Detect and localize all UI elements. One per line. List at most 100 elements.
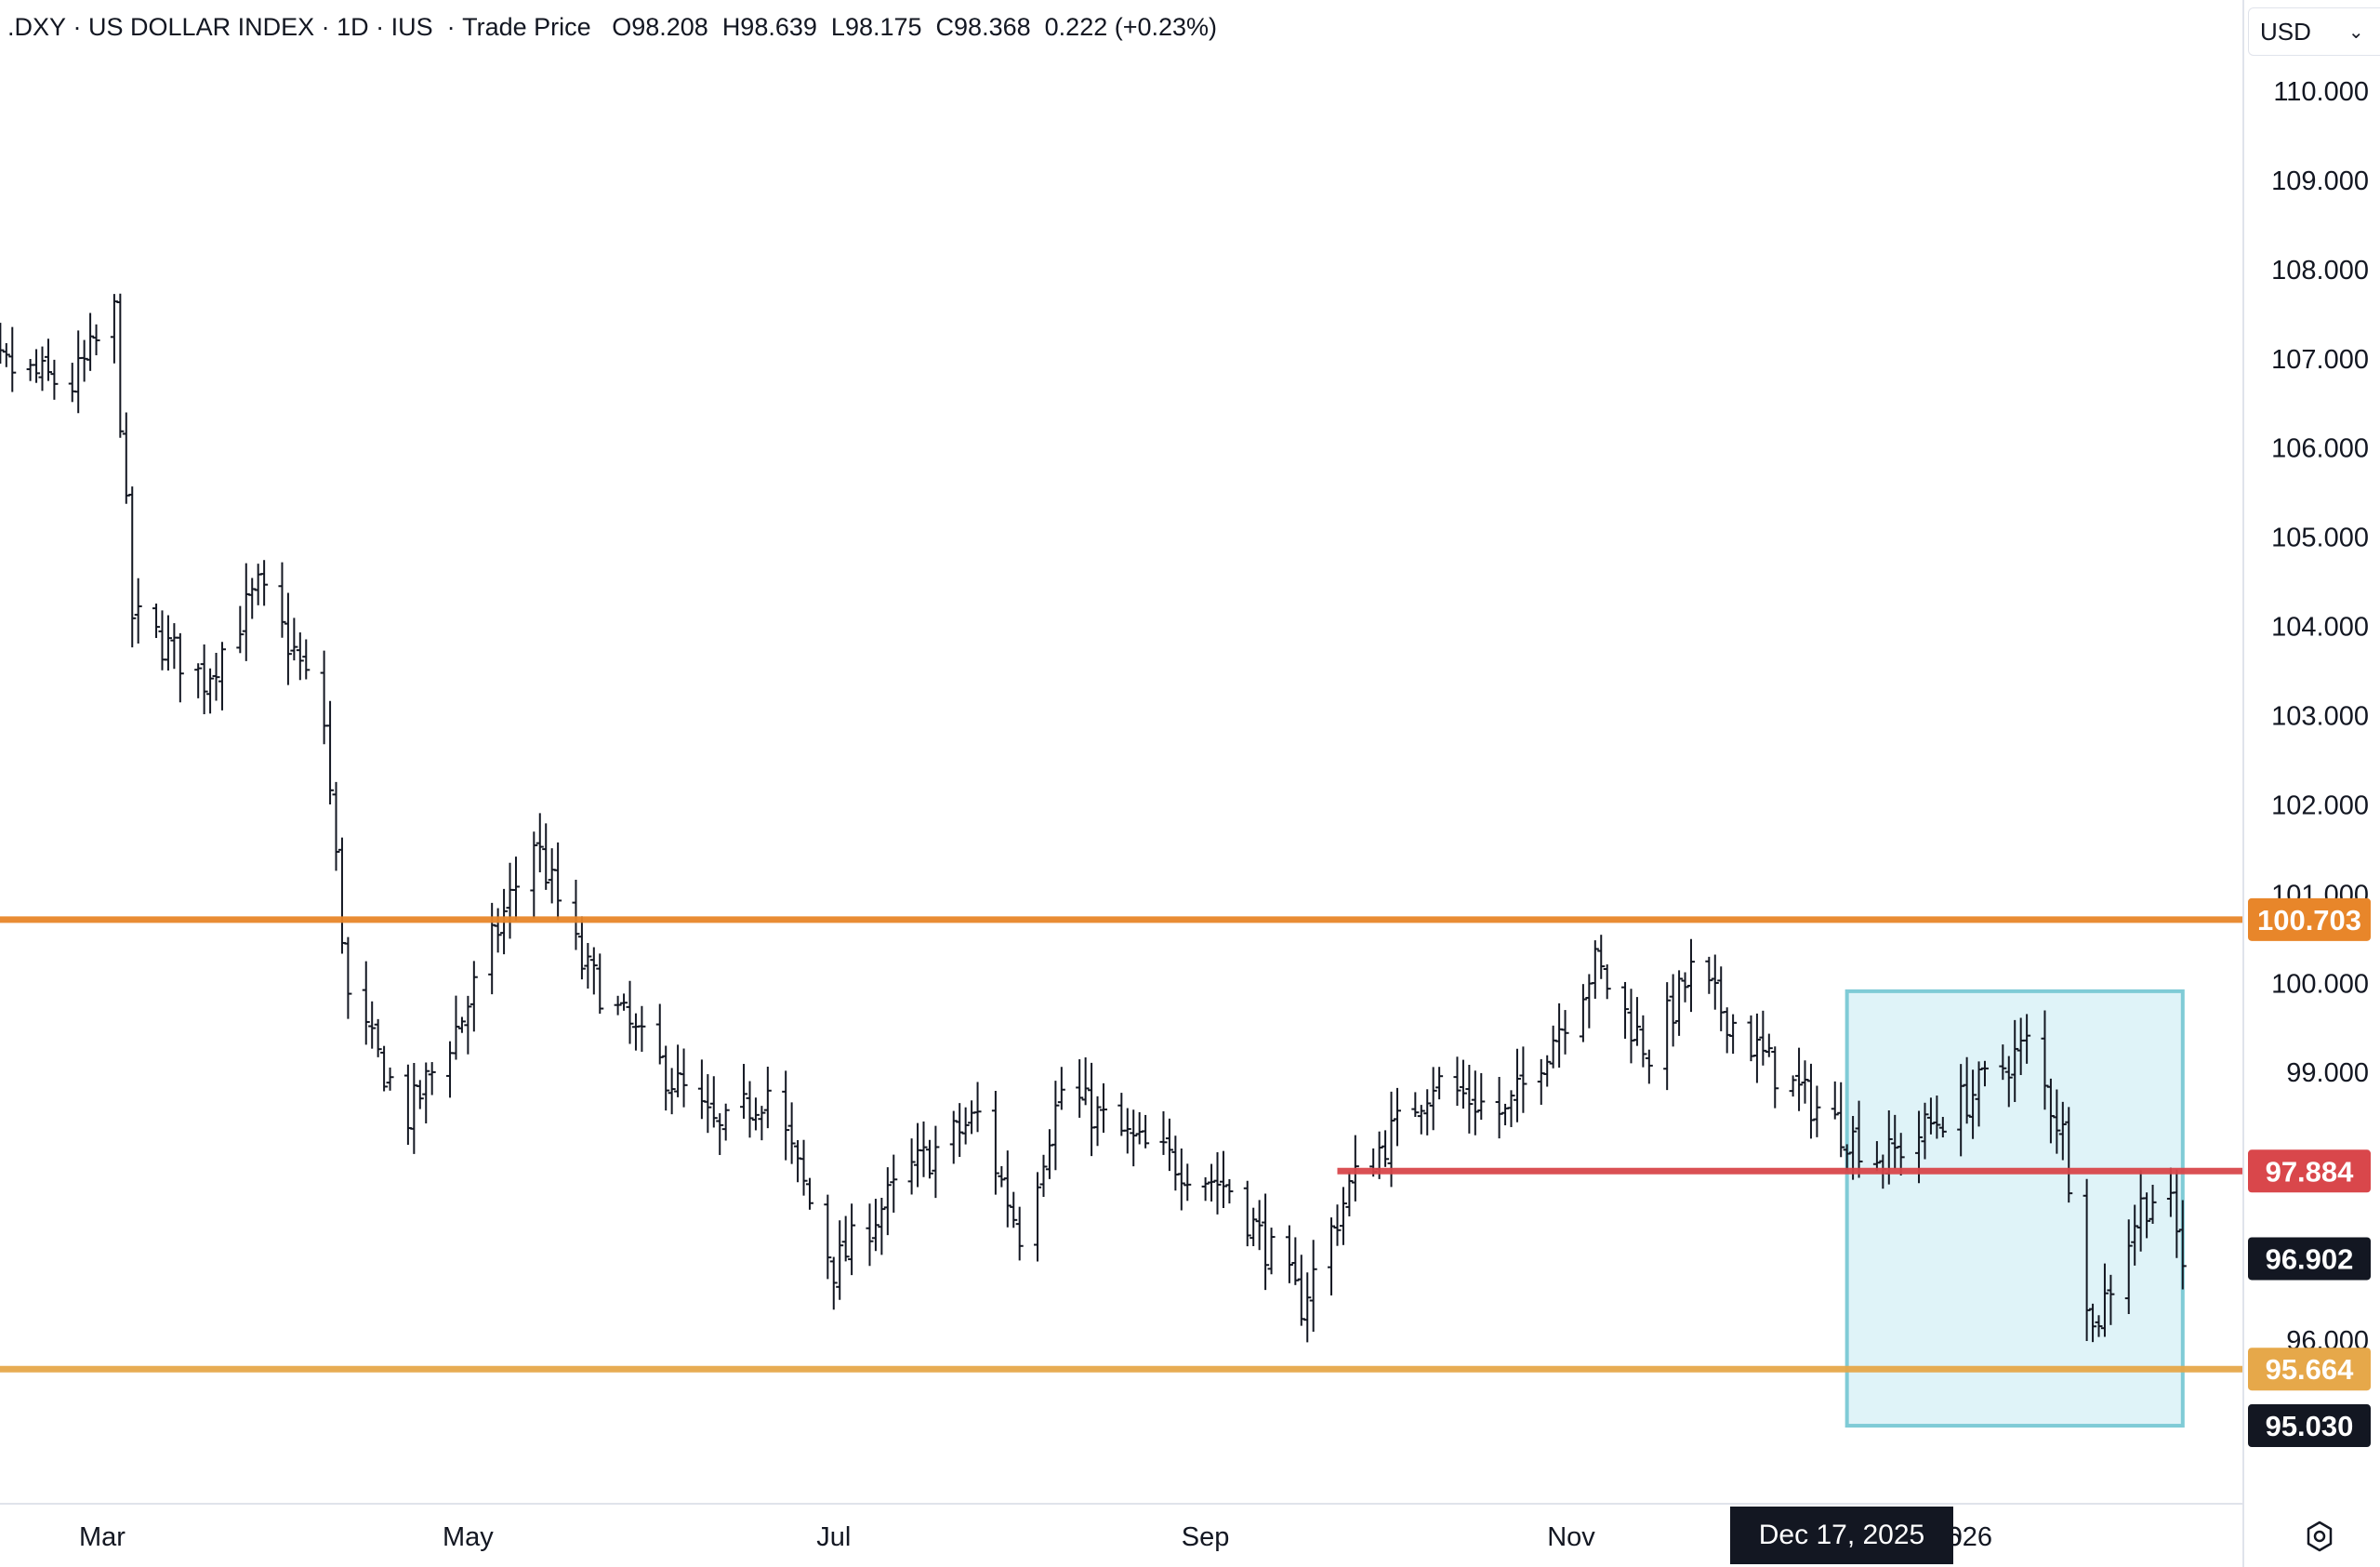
ohlc-bar	[422, 1062, 430, 1124]
ohlc-bar	[68, 363, 76, 403]
ohlc-bar	[1159, 1110, 1168, 1155]
ohlc-bar	[2082, 1178, 2091, 1342]
ohlc-bar	[697, 1059, 706, 1120]
ohlc-bar	[511, 857, 520, 921]
ohlc-bar	[290, 618, 298, 661]
ohlc-bar	[655, 1003, 664, 1065]
ohlc-bar	[596, 953, 604, 1014]
price-tag-bg	[2248, 1149, 2371, 1193]
price-tag-bg	[2248, 1404, 2371, 1448]
ohlc-bar	[1729, 1014, 1738, 1055]
ohlc-bar	[1813, 1085, 1821, 1137]
symbol-name: US DOLLAR INDEX	[88, 13, 315, 41]
ohlc-bar	[1051, 1081, 1060, 1171]
ohlc-bar	[1621, 981, 1630, 1039]
ohlc-bar	[194, 663, 203, 698]
ohlc-bar	[1747, 1015, 1755, 1062]
price-tag-label: 100.703	[2257, 904, 2361, 936]
ohlc-bar	[2107, 1274, 2115, 1325]
ohlc-bar	[1130, 1109, 1138, 1167]
ohlc-bar	[1213, 1152, 1222, 1215]
ohlc-bar	[1435, 1067, 1444, 1100]
ohlc-bar	[751, 1097, 760, 1131]
x-tick-label: Nov	[1547, 1522, 1595, 1552]
exchange-label: IUS	[390, 13, 433, 41]
price-tag-1: 96.902	[2248, 1237, 2371, 1281]
ohlc-bar	[1543, 1055, 1552, 1087]
ohlc-bar	[2058, 1101, 2067, 1161]
legend-gap	[1031, 13, 1045, 42]
ohlc-bar	[218, 642, 226, 710]
ohlc-bar	[362, 961, 370, 1045]
ohlc-bar	[746, 1081, 754, 1138]
ohlc-bar	[2065, 1107, 2073, 1203]
ohlc-bar	[866, 1203, 874, 1267]
horizontal-levels[interactable]	[0, 916, 2243, 1373]
ohlc-bar	[1303, 1272, 1312, 1343]
ohlc-bar	[1135, 1111, 1144, 1145]
ohlc-bar	[2124, 1219, 2133, 1314]
ohlc-bar	[1752, 1013, 1761, 1083]
legend-separator: ·	[314, 13, 337, 41]
legend-gap	[708, 13, 722, 42]
symbol-legend[interactable]: .DXY · US DOLLAR INDEX · 1D · IUS · Trad…	[7, 13, 1217, 42]
ohlc-bar	[1423, 1089, 1432, 1135]
ohlc-bar	[2131, 1204, 2139, 1266]
gear-icon[interactable]	[2301, 1518, 2338, 1555]
price-tag-bg	[2248, 1348, 2371, 1391]
ohlc-bar	[1339, 1187, 1347, 1245]
ohlc-bar	[1675, 970, 1684, 1036]
y-tick-label: 107.000	[2271, 345, 2369, 375]
ohlc-bar	[386, 1067, 394, 1091]
ohlc-bar	[1831, 1081, 1839, 1120]
ohlc-bar	[956, 1103, 964, 1158]
ohlc-bar	[326, 700, 335, 805]
ohlc-bar	[1938, 1117, 1947, 1138]
y-tick-label: 99.000	[2286, 1058, 2369, 1088]
ohlc-bar	[763, 1067, 772, 1129]
ohlc-bar	[403, 1064, 412, 1145]
ohlc-bar	[38, 346, 46, 392]
ohlc-bar	[1262, 1193, 1270, 1291]
ohlc-bar	[302, 639, 311, 680]
ohlc-bar	[1555, 1003, 1564, 1069]
ohlc-bar	[829, 1256, 838, 1310]
ohlc-bar	[548, 848, 556, 904]
price-tag-bg	[2248, 897, 2371, 941]
ohlc-bar	[2041, 1010, 2049, 1110]
price-tags: 100.703 97.884 95.664 96.902 95.030	[2248, 897, 2371, 1448]
ohlc-bar	[536, 813, 544, 873]
ohlc-bar	[626, 980, 634, 1044]
ohlc-bar	[1076, 1059, 1084, 1118]
ohlc-bar	[134, 578, 142, 644]
legend-separator: ·	[368, 13, 391, 41]
ohlc-bar	[1633, 997, 1641, 1046]
ohlc-bar	[949, 1110, 958, 1164]
ohlc-bar	[1663, 982, 1672, 1091]
y-tick-label: 108.000	[2271, 256, 2369, 286]
ohlc-bar	[1250, 1207, 1258, 1246]
ohlc-bar	[2004, 1056, 2013, 1108]
price-tag-2: 95.030	[2248, 1404, 2371, 1448]
symbol-ticker[interactable]: .DXY	[7, 13, 67, 41]
ohlc-bar	[787, 1102, 796, 1164]
ohlc-bar	[464, 995, 472, 1055]
y-tick-label: 102.000	[2271, 790, 2369, 820]
ohlc-bar	[122, 412, 130, 504]
ohlc-bar	[1999, 1044, 2007, 1081]
price-type-label: Trade Price	[462, 13, 591, 41]
ohlc-bar	[1855, 1100, 1863, 1178]
ohlc-bar	[416, 1080, 424, 1109]
ohlc-bar	[1208, 1163, 1216, 1202]
legend-gap	[817, 13, 831, 42]
y-tick-label: 106.000	[2271, 434, 2369, 464]
ohlc-bar	[1123, 1108, 1131, 1154]
ohlc-bar	[620, 993, 628, 1011]
ohlc-bar	[2, 343, 10, 367]
ohlc-bar	[1177, 1149, 1185, 1211]
currency-selector[interactable]: USD ⌄	[2248, 7, 2380, 56]
ohlc-bar	[1639, 1015, 1647, 1068]
ohlc-bar	[1225, 1179, 1234, 1204]
